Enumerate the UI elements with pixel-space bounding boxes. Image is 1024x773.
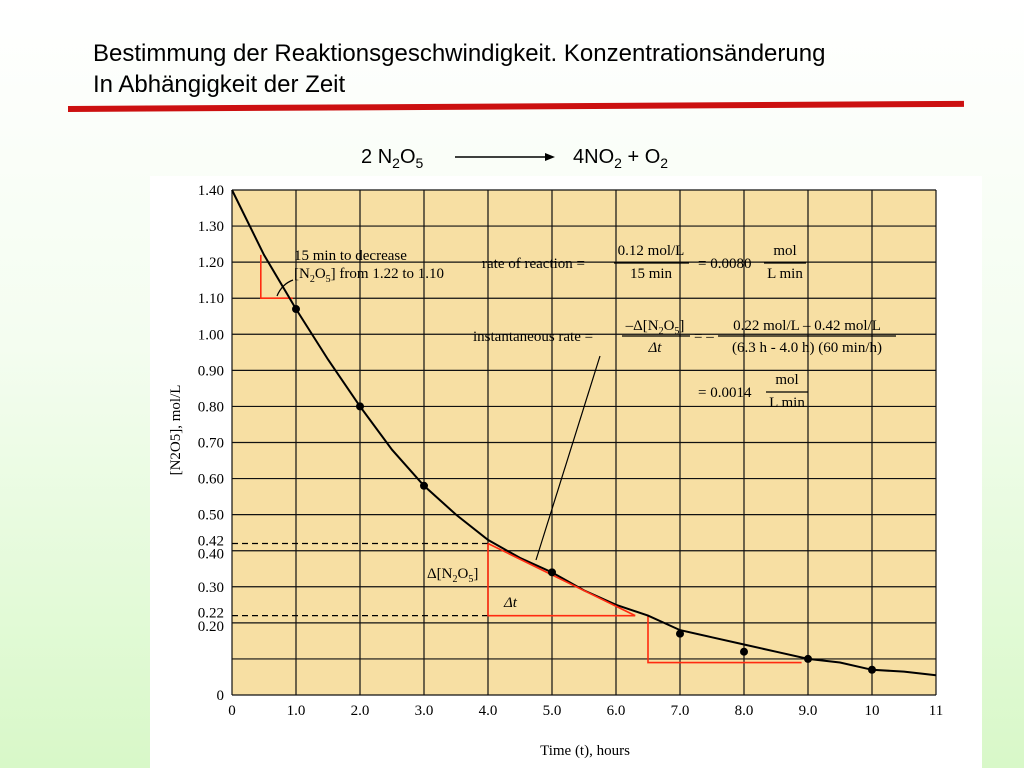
- product-o2-sub: 2: [660, 155, 669, 171]
- inst-label: instantaneous rate =: [473, 329, 593, 345]
- rate-equals-value: = 0.0080: [698, 256, 751, 272]
- data-point: [804, 654, 812, 663]
- products: 4NO2 + O2: [573, 146, 668, 171]
- decrease-pointer: [276, 279, 294, 297]
- data-point: [740, 647, 748, 656]
- inst-numerator: –Δ[N2O5]: [625, 318, 685, 337]
- x-tick-labels: 0 1.0 2.0 3.0 4.0 5.0 6.0 7.0 8.0 9.0 10 11: [228, 703, 943, 719]
- chart-container: 0 1.0 2.0 3.0 4.0 5.0 6.0 7.0 8.0 9.0 10 11 0 0.20 0.…: [150, 176, 982, 768]
- reactant-coefficient: 2: [361, 146, 378, 168]
- x-tick-label: 11: [929, 703, 943, 719]
- product-no2-sub: 2: [614, 155, 622, 171]
- decrease-annotation: 15 min to decrease [N2O5] from 1.22 to 1…: [276, 248, 444, 297]
- y-tick-label: 0.90: [198, 363, 224, 379]
- x-tick-label: 2.0: [351, 703, 370, 719]
- product-o2: + O: [621, 146, 661, 168]
- rate-unit-numerator: mol: [773, 243, 796, 259]
- rate-triangles: [259, 254, 802, 664]
- y-tick-label: 1.00: [198, 327, 224, 343]
- inst-value-denominator: (6.3 h - 4.0 h) (60 min/h): [732, 340, 882, 356]
- gridlines: [231, 189, 937, 696]
- y-tick-label: 0.20: [198, 619, 224, 635]
- y-tick-label: 0.60: [198, 472, 224, 488]
- y-axis-label: [N2O5], mol/L: [168, 385, 184, 476]
- y-tick-label: 0.70: [198, 436, 224, 452]
- y-tick-label: 0: [217, 688, 225, 704]
- rate-triangle: [259, 254, 293, 300]
- delta-concentration-label: Δ[N2O5]: [427, 566, 478, 585]
- decrease-line2: [N2O5] from 1.22 to 1.10: [294, 266, 444, 285]
- rate-of-reaction-formula: rate of reaction = 0.12 mol/L 15 min = 0…: [482, 243, 806, 282]
- inst-unit-denominator: L min: [769, 395, 805, 411]
- data-point: [868, 665, 876, 674]
- x-tick-label: 9.0: [799, 703, 818, 719]
- triangle-labels: Δ[N2O5] Δt: [427, 566, 518, 611]
- slide-title-line2: In Abhängigkeit der Zeit: [93, 71, 346, 98]
- data-point: [356, 402, 364, 411]
- inst-denominator: Δt: [648, 340, 663, 356]
- y-tick-label: 1.20: [198, 255, 224, 271]
- reactant: 2 N2O5: [361, 146, 423, 171]
- x-tick-label: 6.0: [607, 703, 626, 719]
- delta-t-label: Δt: [503, 595, 518, 611]
- data-point: [548, 568, 556, 577]
- x-tick-label: 0: [228, 703, 236, 719]
- inst-equals: = –: [694, 329, 714, 345]
- y-tick-label: 1.10: [198, 291, 224, 307]
- y-tick-label: 1.30: [198, 219, 224, 235]
- y-tick-label: 1.40: [198, 183, 224, 199]
- tangent-line: [487, 542, 636, 617]
- product-no2: 4NO: [573, 146, 615, 168]
- x-tick-label: 10: [865, 703, 880, 719]
- y-tick-label: 0.40: [198, 547, 224, 563]
- y-tick-labels: 0 0.200.22 0.30 0.400.42 0.50 0.60 0.70 0.80 0.9…: [198, 183, 224, 704]
- y-tick-label: 0.50: [198, 508, 224, 524]
- decrease-line1: 15 min to decrease: [294, 248, 407, 264]
- rate-triangle: [487, 543, 636, 617]
- x-tick-label: 4.0: [479, 703, 498, 719]
- data-point: [676, 629, 684, 638]
- slide-title-line1: Bestimmung der Reaktionsgeschwindigkeit.…: [93, 40, 826, 67]
- rate-numerator: 0.12 mol/L: [618, 243, 685, 259]
- data-points: [292, 305, 876, 674]
- reaction-equation: 2 N2O5 4NO2 + O2: [0, 142, 1024, 176]
- y-tick-label: 0.42: [198, 534, 224, 550]
- slide-title: Bestimmung der Reaktionsgeschwindigkeit.…: [93, 38, 993, 100]
- reactant-element-n: N: [377, 146, 393, 168]
- y-tick-label: 0.80: [198, 399, 224, 415]
- y-tick-label: 0.30: [198, 580, 224, 596]
- x-tick-label: 1.0: [287, 703, 306, 719]
- x-tick-label: 7.0: [671, 703, 690, 719]
- dashed-reference-lines: [232, 542, 488, 617]
- title-divider-bar: [67, 100, 965, 112]
- instantaneous-rate-formula: instantaneous rate = –Δ[N2O5] Δt = – 0.2…: [473, 318, 896, 561]
- reactant-element-o: O: [399, 146, 416, 168]
- inst-value-numerator: 0.22 mol/L – 0.42 mol/L: [733, 318, 881, 334]
- rate-denominator: 15 min: [630, 266, 673, 282]
- y-tick-label: 0.22: [198, 606, 224, 622]
- data-point: [292, 305, 300, 314]
- rate-unit-denominator: L min: [767, 266, 803, 282]
- concentration-time-chart: 0 1.0 2.0 3.0 4.0 5.0 6.0 7.0 8.0 9.0 10 11 00.200.…: [150, 176, 982, 768]
- reaction-arrow-icon: [455, 153, 555, 161]
- inst-result: = 0.0014: [698, 385, 752, 401]
- x-tick-label: 5.0: [543, 703, 562, 719]
- reactant-sub-2: 2: [392, 155, 400, 171]
- rate-triangle: [647, 615, 802, 664]
- rate-label: rate of reaction =: [482, 256, 585, 272]
- data-point: [420, 481, 428, 490]
- x-tick-label: 3.0: [415, 703, 434, 719]
- x-axis-label: Time (t), hours: [540, 743, 630, 759]
- inst-unit-numerator: mol: [775, 372, 798, 388]
- inst-pointer-line: [535, 355, 601, 561]
- reactant-sub-5: 5: [415, 155, 424, 171]
- x-tick-label: 8.0: [735, 703, 754, 719]
